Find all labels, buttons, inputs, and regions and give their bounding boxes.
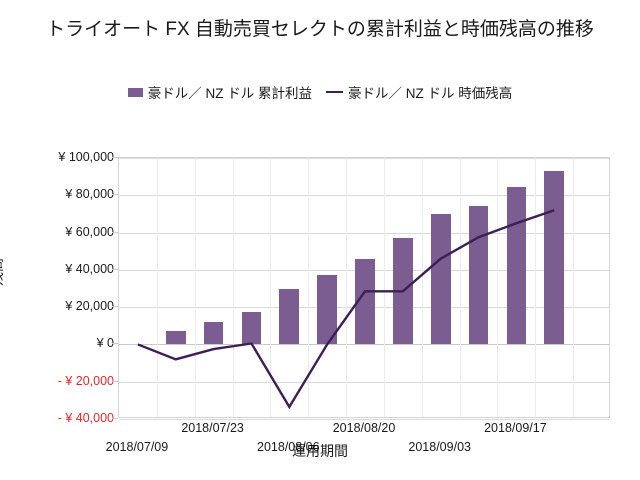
y-axis-tick-label: ¥ 20,000 — [65, 299, 114, 314]
chart-legend: 豪ドル／ NZ ドル 累計利益 豪ドル／ NZ ドル 時価残高 — [0, 82, 640, 102]
line-series — [119, 158, 609, 417]
category-separator — [383, 158, 385, 417]
category-separator — [232, 158, 234, 417]
category-separator — [308, 158, 310, 417]
gridline — [119, 419, 609, 420]
y-axis-tick-mark — [112, 194, 118, 196]
category-separator — [497, 158, 499, 417]
x-axis-tick-label: 2018/08/20 — [332, 421, 396, 435]
x-axis-tick-label: 2018/09/03 — [408, 440, 471, 454]
line-path-svg — [137, 209, 555, 410]
y-axis-tick-mark — [112, 231, 118, 233]
bar — [430, 213, 451, 345]
bar — [203, 322, 224, 345]
y-axis-tick-mark — [112, 157, 118, 158]
x-axis-tick-labels: 2018/07/09 2018/07/23 2018/08/06 2018/08/20… — [106, 418, 610, 468]
legend-item-line-label: 豪ドル／ NZ ドル 時価残高 — [348, 86, 513, 101]
gridline — [119, 344, 609, 346]
legend-line-swatch-icon — [326, 91, 343, 93]
y-axis-tick-marks — [0, 157, 118, 419]
category-separator — [573, 158, 575, 417]
gridline — [119, 381, 609, 383]
legend-item-line: 豪ドル／ NZ ドル 時価残高 — [326, 82, 512, 102]
y-axis-tick-label: - ¥ 40,000 — [57, 411, 114, 425]
category-separator — [421, 158, 423, 417]
bar — [355, 258, 375, 345]
bar — [279, 289, 300, 345]
y-axis-tick-label: ¥ 0 — [96, 336, 114, 351]
category-separator — [156, 158, 158, 417]
y-axis-tick-mark — [112, 380, 118, 382]
legend-bar-swatch-icon — [127, 87, 143, 97]
legend-item-bar-label: 豪ドル／ NZ ドル 累計利益 — [147, 86, 312, 101]
legend-item-bar: 豪ドル／ NZ ドル 累計利益 — [127, 82, 312, 102]
category-separator — [535, 158, 537, 417]
gridline — [119, 158, 609, 159]
y-axis-tick-labels: ¥ 100,000 ¥ 80,000 ¥ 60,000 ¥ 40,000 ¥ 20,00… — [0, 150, 114, 425]
category-separator — [459, 158, 461, 417]
bar-series — [119, 158, 609, 417]
y-axis-tick-mark — [112, 343, 118, 345]
line-path — [137, 209, 555, 410]
chart-title: トライオート FX 自動売買セレクトの累計利益と時価残高の推移 — [46, 19, 594, 40]
y-axis-tick-label: ¥ 60,000 — [65, 224, 114, 239]
x-axis-tick-label: 2018/07/09 — [105, 440, 169, 454]
y-axis-tick-label: - ¥ 20,000 — [57, 373, 114, 388]
y-axis-tick-label: ¥ 40,000 — [65, 261, 114, 276]
y-axis-tick-mark — [112, 418, 118, 419]
x-axis-tick-label: 2018/08/06 — [257, 440, 320, 454]
y-axis-tick-label: ¥ 100,000 — [58, 150, 114, 164]
y-axis-tick-mark — [112, 306, 118, 308]
category-separator — [194, 158, 196, 417]
category-separator — [346, 158, 348, 417]
x-axis-tick-label: 2018/07/23 — [181, 421, 244, 435]
x-axis-tick-label: 2018/09/17 — [484, 421, 547, 435]
y-axis-title: 残高 — [0, 258, 5, 286]
bar — [241, 311, 262, 345]
gridline — [119, 232, 609, 234]
bar — [317, 274, 337, 345]
y-axis-tick-mark — [112, 268, 118, 270]
bar — [544, 171, 565, 345]
category-separator — [270, 158, 272, 417]
gridline — [119, 195, 609, 197]
x-axis-title: 運用期間 — [292, 443, 348, 459]
y-axis-tick-label: ¥ 80,000 — [65, 187, 114, 202]
bar — [165, 331, 186, 345]
plot-area — [118, 157, 610, 420]
